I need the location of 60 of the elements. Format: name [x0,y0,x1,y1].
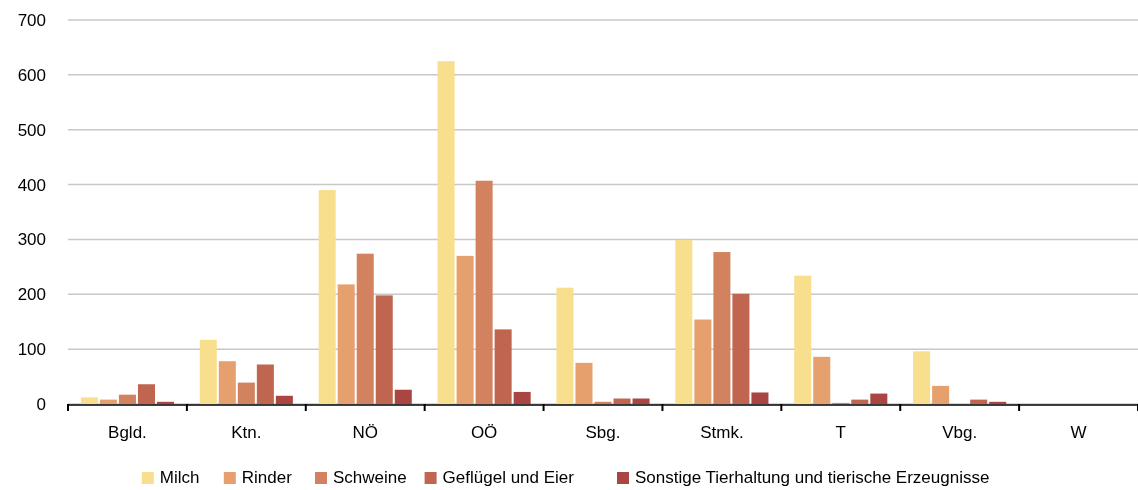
bar [575,362,593,404]
bar [318,190,336,404]
bar [632,398,650,404]
x-tick-label: Vbg. [942,423,978,442]
y-tick-label: 0 [36,394,46,414]
bar [456,255,474,404]
y-tick-label: 400 [17,175,46,195]
x-tick-label: NÖ [352,423,378,442]
bar [256,364,274,404]
y-tick-label: 700 [17,10,46,30]
bar [870,393,888,404]
bar [732,293,750,404]
bar [851,399,869,404]
bar [118,394,136,404]
x-tick-label: Stmk. [700,423,744,442]
x-tick-label: W [1070,423,1087,442]
bar [913,351,931,404]
bar [556,287,574,404]
bar [813,356,831,404]
y-tick-label: 100 [17,340,46,360]
bar [375,295,393,404]
x-tick-label: Bgld. [108,423,147,442]
bar [237,382,255,404]
bar [475,180,493,404]
legend-label: Schweine [333,468,407,487]
x-tick-label: OÖ [470,423,498,442]
legend-label: Sonstige Tierhaltung und tierische Erzeugnisse [635,468,990,487]
x-tick-label: Sbg. [585,423,621,442]
bar [156,401,174,404]
y-tick-label: 600 [17,65,46,85]
bar [437,61,455,404]
bar [751,392,769,404]
bar [613,398,631,404]
bar [989,401,1007,404]
legend-label: Rinder [241,468,293,487]
legend-label: Milch [159,468,200,487]
y-tick-label: 500 [17,120,46,140]
bar [794,275,812,404]
bar [594,401,612,404]
bar [218,361,236,404]
y-tick-label: 200 [17,285,46,305]
bar [337,284,355,404]
bar [275,395,293,404]
bar [137,384,155,404]
bar [80,397,98,404]
y-tick-label: 300 [17,230,46,250]
bar [970,399,988,404]
bar [394,389,412,404]
bar [356,253,374,404]
bar [494,329,512,404]
bar [713,252,731,404]
bar [199,339,217,404]
x-tick-label: Ktn. [231,423,262,442]
bar [675,239,693,404]
bar [694,319,712,404]
bar [513,391,531,404]
bar [99,399,117,404]
x-tick-label: T [835,423,846,442]
bar [932,385,950,404]
legend-label: Geflügel und Eier [442,468,575,487]
